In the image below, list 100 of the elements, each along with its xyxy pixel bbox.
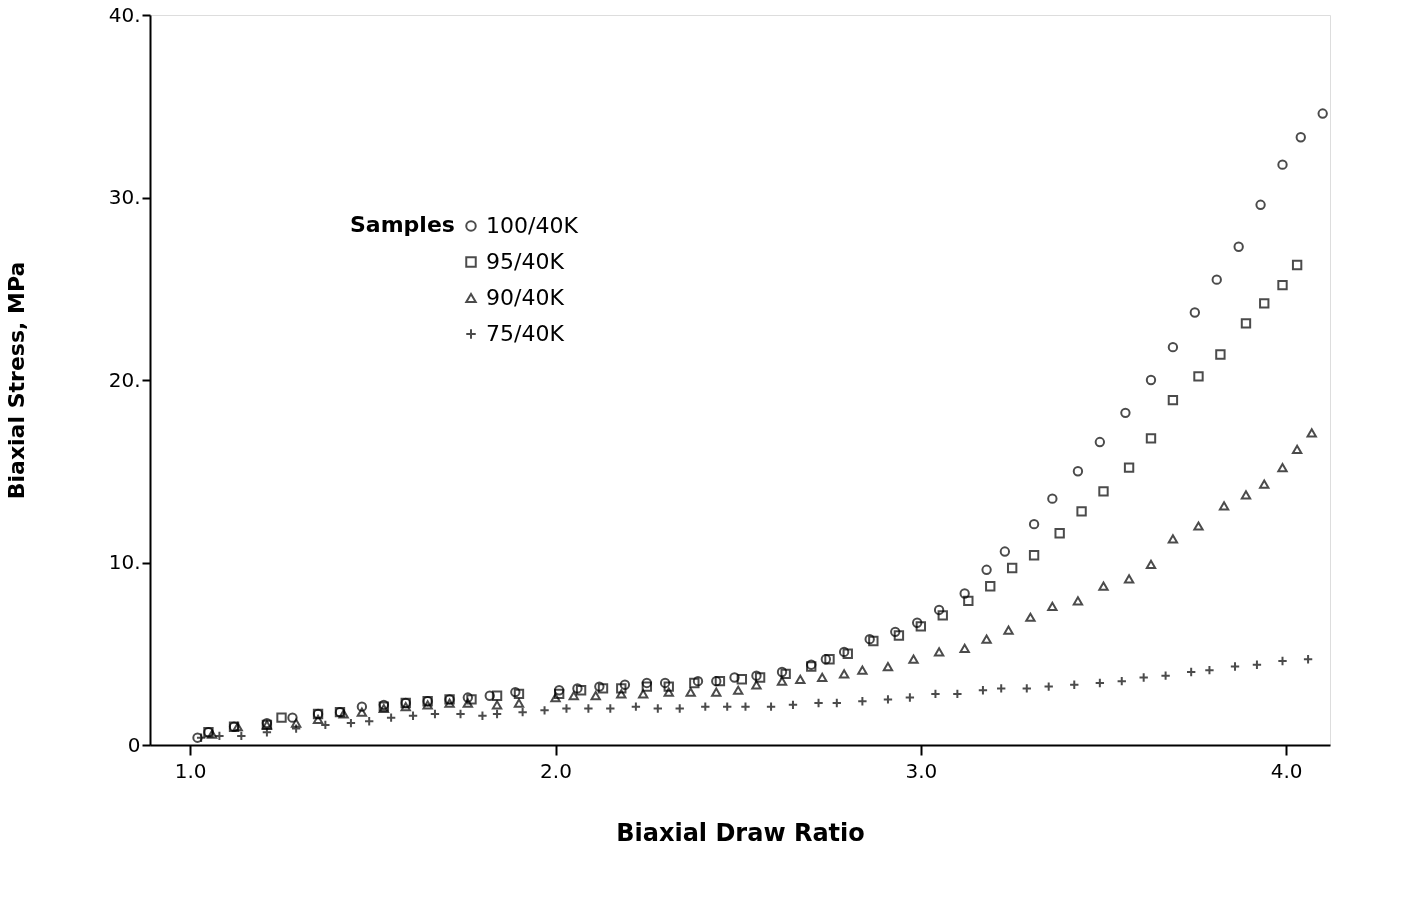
legend-title: Samples	[350, 212, 455, 237]
point	[575, 685, 587, 696]
point	[616, 683, 627, 694]
x-tick-label: 1.0	[174, 758, 207, 783]
point	[780, 668, 791, 680]
point	[444, 698, 455, 708]
point	[1233, 241, 1244, 252]
point	[616, 689, 627, 699]
point	[685, 687, 696, 697]
point	[513, 698, 525, 708]
point	[1215, 349, 1226, 360]
point	[1145, 433, 1157, 444]
y-axis-title: Biaxial Stress, MPa	[3, 261, 29, 500]
point	[338, 709, 349, 719]
point	[776, 666, 788, 678]
point	[882, 661, 894, 672]
point	[711, 675, 722, 687]
point	[824, 654, 835, 665]
point	[729, 672, 740, 683]
point	[1123, 574, 1135, 584]
point	[933, 647, 945, 657]
point	[1317, 108, 1328, 119]
point	[594, 681, 605, 692]
point	[981, 564, 992, 575]
x-axis-title: Biaxial Draw Ratio	[616, 818, 865, 847]
point	[1054, 528, 1065, 539]
point	[290, 718, 302, 728]
point	[1211, 274, 1222, 285]
point	[1255, 199, 1266, 210]
point	[711, 687, 722, 697]
point	[553, 685, 565, 696]
point	[568, 691, 579, 701]
point	[1218, 501, 1230, 511]
point	[1145, 374, 1157, 386]
point	[908, 654, 919, 664]
legend-label: 95/40K	[486, 249, 565, 274]
point	[776, 676, 788, 686]
y-tick-label: 20.	[108, 367, 141, 392]
x-tick-label: 2.0	[540, 758, 572, 783]
point	[981, 634, 992, 644]
point	[590, 691, 601, 701]
point	[276, 712, 287, 723]
point	[1123, 462, 1135, 473]
point	[1259, 479, 1270, 489]
point	[714, 675, 726, 687]
point	[1259, 298, 1270, 309]
point	[959, 643, 970, 653]
point	[484, 690, 495, 701]
y-tick-label: 40.	[108, 2, 141, 27]
point	[1193, 521, 1204, 531]
point	[820, 654, 832, 665]
point	[1072, 466, 1084, 477]
point	[312, 714, 324, 725]
point	[963, 595, 974, 607]
point	[1145, 559, 1157, 569]
point	[232, 722, 243, 732]
point	[422, 700, 433, 710]
point	[1098, 486, 1109, 497]
legend-label: 90/40K	[486, 285, 565, 310]
point	[663, 687, 674, 697]
point	[491, 690, 503, 701]
point	[206, 729, 218, 739]
point	[912, 617, 923, 628]
point	[1240, 318, 1252, 329]
point	[689, 677, 700, 689]
legend-label: 100/40K	[486, 213, 579, 238]
point	[1277, 159, 1288, 170]
point	[864, 633, 875, 645]
point	[641, 677, 653, 689]
point	[1120, 407, 1131, 419]
point	[1047, 601, 1058, 611]
point	[663, 681, 674, 692]
point	[1167, 394, 1179, 406]
point	[619, 679, 631, 690]
point	[1306, 428, 1317, 438]
point	[937, 610, 948, 621]
point	[692, 675, 704, 687]
point	[959, 588, 970, 599]
point	[1006, 562, 1018, 574]
point	[751, 680, 762, 690]
point	[553, 688, 565, 700]
point	[638, 689, 649, 699]
point	[732, 685, 744, 695]
point	[356, 707, 368, 717]
point	[462, 698, 474, 708]
point	[1072, 596, 1084, 606]
point	[890, 626, 901, 638]
point	[356, 701, 368, 712]
point	[1291, 259, 1303, 271]
point	[893, 630, 905, 641]
x-tick-label: 3.0	[905, 758, 938, 783]
point	[1240, 490, 1252, 500]
point	[1189, 307, 1201, 318]
point	[842, 648, 853, 659]
point	[1295, 132, 1306, 143]
point	[659, 677, 671, 689]
point	[1047, 493, 1058, 504]
point	[1167, 534, 1179, 544]
point	[1098, 581, 1109, 591]
point	[915, 621, 927, 632]
